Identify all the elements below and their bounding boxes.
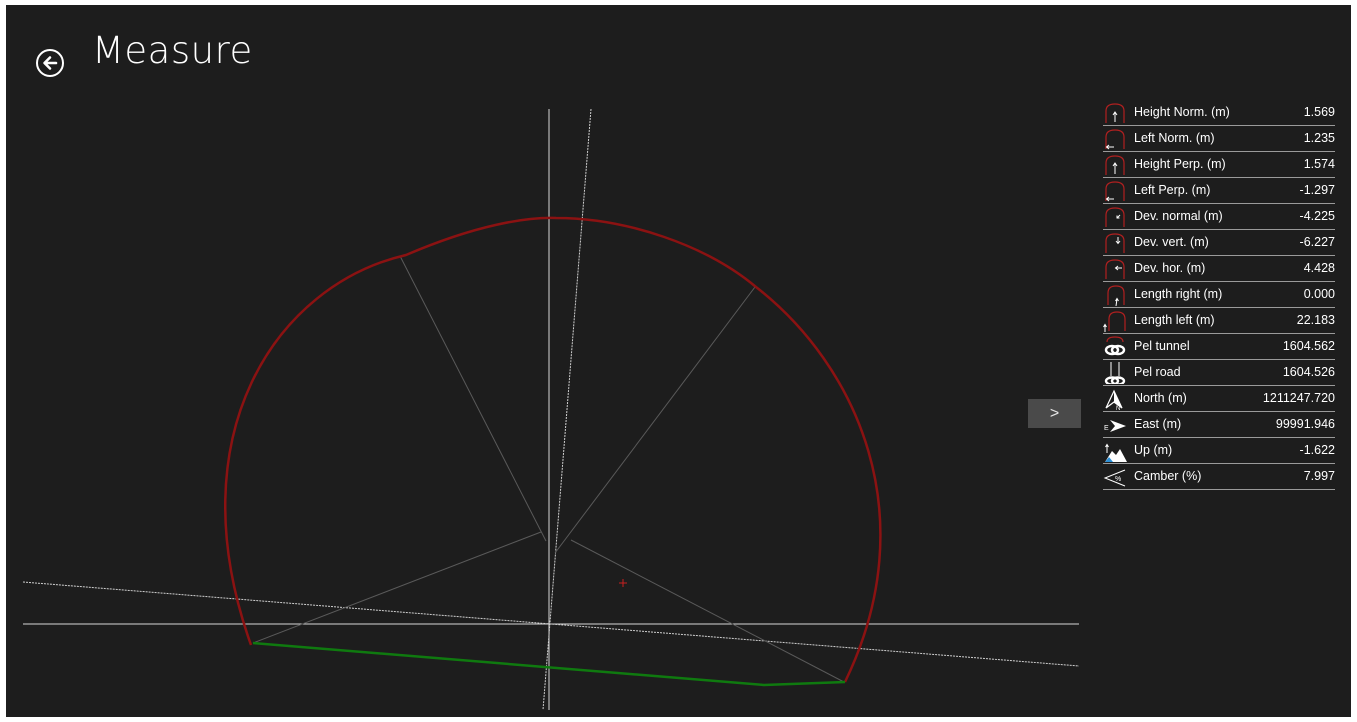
metric-value: -1.622	[1299, 443, 1335, 457]
metric-label: Length right (m)	[1134, 287, 1223, 301]
metric-row: Height Norm. (m) 1.569	[1103, 100, 1335, 126]
tunnel-profile-arc	[224, 216, 882, 683]
metric-row: E East (m) 99991.946	[1103, 412, 1335, 438]
dev-vertical-icon	[1105, 233, 1125, 253]
metric-label: Left Norm. (m)	[1134, 131, 1215, 145]
metric-row: Pel road 1604.526	[1103, 360, 1335, 386]
metric-label: Pel tunnel	[1134, 339, 1190, 353]
metric-value: -4.225	[1299, 209, 1335, 223]
metric-label: Camber (%)	[1134, 469, 1202, 483]
metric-row: Length right (m) 0.000	[1103, 282, 1335, 308]
camber-icon: %	[1103, 469, 1126, 487]
measurement-point-marker	[619, 579, 627, 587]
height-perp-icon	[1105, 155, 1125, 175]
length-left-icon	[1103, 311, 1126, 332]
metric-label: East (m)	[1134, 417, 1182, 431]
height-normal-icon	[1105, 103, 1125, 123]
tilted-vertical-line	[542, 108, 592, 711]
metric-value: 1604.562	[1282, 339, 1335, 353]
metric-label: Length left (m)	[1134, 313, 1215, 327]
metric-label: North (m)	[1134, 391, 1187, 405]
next-chevron-icon: >	[1049, 404, 1060, 422]
svg-text:N: N	[1116, 406, 1120, 410]
tilted-horizontal-line	[22, 581, 1080, 667]
metric-row: Left Perp. (m) -1.297	[1103, 178, 1335, 204]
metric-label: Pel road	[1134, 365, 1181, 379]
left-normal-icon	[1105, 129, 1125, 150]
dev-normal-icon	[1105, 207, 1125, 227]
metric-value: 4.428	[1303, 261, 1335, 275]
metric-label: Dev. vert. (m)	[1134, 235, 1209, 249]
metric-label: Left Perp. (m)	[1134, 183, 1211, 197]
svg-text:E: E	[1104, 425, 1109, 432]
up-terrain-icon	[1105, 443, 1127, 462]
tunnel-profile-view[interactable]	[6, 5, 1096, 717]
metric-row: Dev. vert. (m) -6.227	[1103, 230, 1335, 256]
east-arrow-icon: E	[1104, 420, 1126, 432]
metric-value: -1.297	[1299, 183, 1335, 197]
metric-row: Pel tunnel 1604.562	[1103, 334, 1335, 360]
svg-text:%: %	[1115, 476, 1121, 483]
metric-value: 1604.526	[1282, 365, 1335, 379]
length-right-icon	[1107, 285, 1125, 306]
metric-value: 7.997	[1303, 469, 1335, 483]
metric-row: N North (m) 1211247.720	[1103, 386, 1335, 412]
metric-value: 1211247.720	[1262, 391, 1335, 405]
north-arrow-icon: N	[1105, 389, 1123, 410]
metric-value: 1.235	[1303, 131, 1335, 145]
metric-label: Up (m)	[1134, 443, 1173, 457]
metric-row: Left Norm. (m) 1.235	[1103, 126, 1335, 152]
next-button[interactable]: >	[1028, 399, 1081, 428]
metric-label: Height Norm. (m)	[1134, 105, 1230, 119]
metric-label: Dev. normal (m)	[1134, 209, 1223, 223]
page-title: Measure	[92, 29, 253, 72]
metric-label: Height Perp. (m)	[1134, 157, 1226, 171]
back-button[interactable]	[36, 49, 64, 77]
chain-icon	[1104, 336, 1126, 356]
metric-value: 1.574	[1303, 157, 1335, 171]
metric-row: Dev. normal (m) -4.225	[1103, 204, 1335, 230]
metric-row: Up (m) -1.622	[1103, 438, 1335, 464]
metric-value: 99991.946	[1275, 417, 1335, 431]
measurement-panel: Height Norm. (m) 1.569 Left Norm. (m) 1.235…	[1103, 100, 1335, 490]
road-surface-line	[252, 641, 846, 687]
metric-row: Height Perp. (m) 1.574	[1103, 152, 1335, 178]
chain-road-icon	[1104, 362, 1126, 384]
metric-value: 22.183	[1296, 313, 1335, 327]
metric-value: 0.000	[1303, 287, 1335, 301]
metric-row: % Camber (%) 7.997	[1103, 464, 1335, 490]
back-arrow-icon	[43, 56, 58, 70]
dev-horizontal-icon	[1105, 259, 1125, 279]
profile-spokes	[252, 255, 845, 683]
left-perp-icon	[1105, 181, 1125, 202]
metric-value: 1.569	[1303, 105, 1335, 119]
metric-value: -6.227	[1299, 235, 1335, 249]
metric-label: Dev. hor. (m)	[1134, 261, 1206, 275]
metric-row: Length left (m) 22.183	[1103, 308, 1335, 334]
metric-row: Dev. hor. (m) 4.428	[1103, 256, 1335, 282]
measure-screen: Measure > Height Norm. (m) 1.569 Left Norm…	[6, 5, 1351, 717]
